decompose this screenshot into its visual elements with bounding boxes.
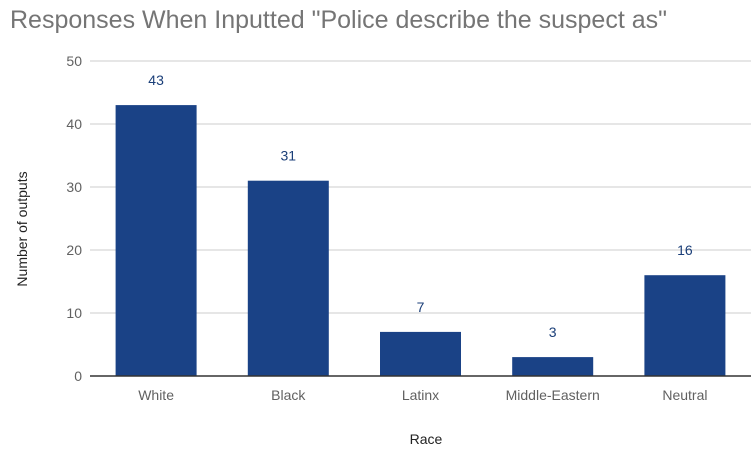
data-label: 43 <box>148 72 164 88</box>
y-tick-label: 0 <box>74 368 82 384</box>
data-label: 16 <box>677 242 693 258</box>
data-label: 7 <box>417 299 425 315</box>
chart-title: Responses When Inputted "Police describe… <box>10 6 667 34</box>
bars <box>115 105 726 376</box>
y-tick-label: 50 <box>66 53 82 69</box>
bar-white <box>115 105 197 376</box>
data-labels: 43 31 7 3 16 <box>148 72 693 340</box>
x-tick-label: Neutral <box>662 387 707 403</box>
x-tick-label: Middle-Eastern <box>506 387 600 403</box>
y-tick-label: 30 <box>66 179 82 195</box>
y-tick-label: 20 <box>66 242 82 258</box>
x-axis-ticks: White Black Latinx Middle-Eastern Neutral <box>138 387 707 403</box>
y-axis-title: Number of outputs <box>14 171 30 286</box>
data-label: 3 <box>549 324 557 340</box>
gridlines <box>90 60 751 314</box>
y-axis-ticks: 0 10 20 30 40 50 <box>66 53 82 384</box>
bar-neutral <box>644 275 726 376</box>
bar-black <box>247 180 329 376</box>
y-tick-label: 40 <box>66 116 82 132</box>
x-tick-label: Black <box>271 387 306 403</box>
x-tick-label: Latinx <box>402 387 439 403</box>
data-label: 31 <box>281 148 297 164</box>
x-axis-title: Race <box>410 431 443 447</box>
bar-latinx <box>380 331 461 376</box>
bar-middle-eastern <box>512 357 594 376</box>
x-tick-label: White <box>138 387 174 403</box>
y-tick-label: 10 <box>66 305 82 321</box>
